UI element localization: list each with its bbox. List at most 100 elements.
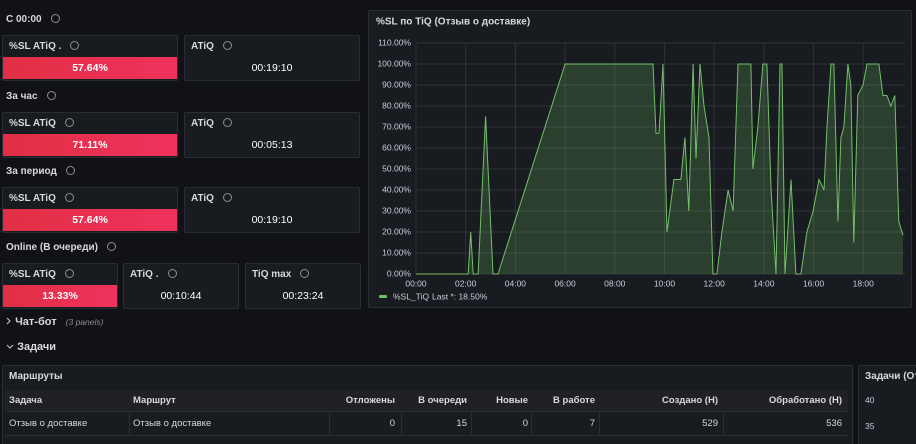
stat-value: 00:05:13: [251, 139, 293, 151]
chart: %SL по TiQ (Отзыв о доставке) 0.00% 10.00…: [376, 17, 906, 301]
panel-title-text: %SL ATiQ: [9, 193, 56, 204]
panel-title: %SL ATiQ: [9, 193, 74, 204]
x-tick-label: 12:00: [704, 278, 726, 288]
cell-separator: [599, 411, 600, 435]
column-header: Новые: [496, 395, 528, 406]
info-icon[interactable]: [64, 118, 74, 127]
panel-title-text: %SL ATiQ: [9, 118, 56, 129]
info-icon[interactable]: [65, 166, 75, 175]
stat-value: 00:19:10: [251, 214, 293, 226]
stat-panel: %SL ATiQ 71.11%: [2, 112, 178, 158]
y-tick-label: 20.00%: [382, 226, 411, 236]
table-cell: 0: [522, 418, 528, 429]
column-header: Маршрут: [133, 395, 176, 406]
column-header: Создано (Н): [662, 395, 718, 406]
panel-title-text: ATiQ: [191, 193, 214, 204]
table-cell: 7: [589, 418, 595, 429]
row-note: (3 panels): [65, 317, 104, 327]
legend-label: %SL_TiQ: [393, 291, 429, 301]
info-icon[interactable]: [167, 269, 177, 278]
y-tick-label: 80.00%: [382, 100, 411, 110]
stat-value: 71.11%: [3, 134, 177, 156]
panel-title: %SL ATiQ .: [9, 41, 80, 52]
expanded-row[interactable]: Задачи: [6, 341, 56, 353]
info-icon[interactable]: [300, 269, 310, 278]
x-tick-label: 02:00: [455, 278, 477, 288]
info-icon[interactable]: [70, 41, 80, 50]
panel-title: ATiQ: [191, 193, 232, 204]
panel-title: %SL ATiQ: [9, 118, 74, 129]
table-cell: Отзыв о доставке: [133, 418, 212, 429]
y-tick-label: 30.00%: [382, 205, 411, 215]
y-tick-label: 35: [865, 421, 875, 431]
x-tick-label: 00:00: [405, 278, 427, 288]
x-tick-label: 06:00: [554, 278, 576, 288]
stat-panel: ATiQ 00:05:13: [184, 112, 360, 158]
stat-panel: ATiQ 00:19:10: [184, 35, 360, 81]
x-tick-label: 16:00: [803, 278, 825, 288]
stat-value: 00:23:24: [282, 290, 324, 302]
panel-title: Задачи (От: [865, 371, 916, 382]
stat-panel: %SL ATiQ . 57.64%: [2, 35, 178, 81]
section-heading: Online (В очереди): [6, 242, 116, 253]
panel-title: ATiQ: [191, 41, 232, 52]
legend-swatch: [379, 295, 387, 298]
collapsed-row[interactable]: Чат-бот (3 panels): [6, 316, 103, 328]
table-header-bg: [5, 390, 848, 411]
section-title: За период: [6, 166, 57, 177]
cell-separator: [471, 411, 472, 435]
column-header: В очереди: [418, 395, 467, 406]
stat-panel: ATiQ . 00:10:44: [123, 263, 239, 309]
row-title: Задачи: [17, 341, 57, 353]
table-cell: 0: [389, 418, 395, 429]
panel-title-text: TiQ max: [252, 269, 292, 280]
x-tick-label: 04:00: [505, 278, 527, 288]
stat-panel: %SL ATiQ 13.33%: [2, 263, 118, 309]
row-border: [5, 411, 848, 412]
column-header: Отложены: [345, 395, 395, 406]
info-icon[interactable]: [222, 193, 232, 202]
section-title: Online (В очереди): [6, 242, 98, 253]
stat-value: 00:19:10: [251, 62, 293, 74]
section-title: За час: [6, 91, 38, 102]
info-icon[interactable]: [64, 193, 74, 202]
cell-separator: [401, 411, 402, 435]
panel-title-text: ATiQ: [191, 41, 214, 52]
cell-separator: [329, 411, 330, 435]
info-icon[interactable]: [50, 14, 60, 23]
chevron: [6, 317, 11, 325]
info-icon[interactable]: [222, 41, 232, 50]
stat-value: 57.64%: [3, 209, 177, 231]
series-line: [416, 63, 904, 275]
section-heading: За период: [6, 166, 75, 177]
cell-separator: [531, 411, 532, 435]
row-border: [5, 435, 848, 436]
column-header: В работе: [553, 395, 595, 406]
stat-panel: ATiQ 00:19:10: [184, 187, 360, 233]
stat-value: 00:10:44: [160, 290, 202, 302]
info-icon[interactable]: [64, 269, 74, 278]
panel-title-text: ATiQ .: [130, 269, 159, 280]
y-tick-label: 90.00%: [382, 79, 411, 89]
row-title: Чат-бот: [15, 316, 57, 328]
table-cell: Отзыв о доставке: [9, 418, 88, 429]
stat-panel: TiQ max 00:23:24: [245, 263, 361, 309]
y-tick-label: 100.00%: [377, 58, 411, 68]
stat-panel: %SL ATiQ 57.64%: [2, 187, 178, 233]
panel-title: Маршруты: [9, 371, 63, 382]
panel-title-text: %SL ATiQ .: [9, 41, 62, 52]
y-tick-label: 60.00%: [382, 142, 411, 152]
x-tick-label: 10:00: [654, 278, 676, 288]
info-icon[interactable]: [106, 242, 116, 251]
panel-title: %SL ATiQ: [9, 269, 74, 280]
y-tick-label: 110.00%: [378, 37, 411, 47]
x-tick-label: 08:00: [604, 278, 626, 288]
section-title: С 00:00: [6, 14, 42, 25]
y-tick-label: 40: [865, 395, 875, 405]
section-heading: За час: [6, 91, 56, 102]
panel-title-text: ATiQ: [191, 118, 214, 129]
info-icon[interactable]: [46, 91, 56, 100]
info-icon[interactable]: [222, 118, 232, 127]
chevron: [6, 344, 14, 349]
